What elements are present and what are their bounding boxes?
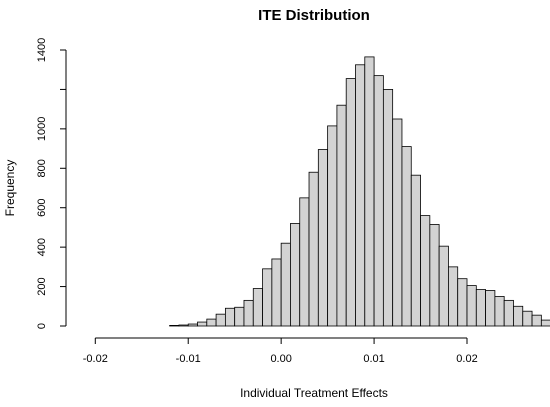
histogram-bar bbox=[271, 258, 282, 327]
x-tick-label: 0.02 bbox=[456, 353, 477, 365]
x-tick-label: -0.02 bbox=[83, 353, 108, 365]
x-axis-label: Individual Treatment Effects bbox=[240, 386, 388, 400]
y-tick-label: 1000 bbox=[36, 117, 48, 141]
histogram-bar bbox=[215, 313, 226, 327]
y-axis-label: Frequency bbox=[3, 160, 17, 217]
histogram-bar bbox=[234, 306, 245, 327]
histogram-bar bbox=[429, 224, 440, 327]
histogram-bar bbox=[252, 288, 263, 327]
histogram-bar bbox=[382, 89, 394, 327]
x-axis: -0.02 -0.01 0.00 0.01 0.02 bbox=[83, 337, 478, 365]
histogram-bar bbox=[410, 174, 421, 327]
histogram-bar bbox=[531, 314, 542, 327]
histogram-bar bbox=[169, 325, 180, 327]
y-tick-label: 0 bbox=[36, 323, 48, 329]
histogram-bar bbox=[308, 171, 319, 327]
histogram-bar bbox=[187, 323, 198, 327]
histogram-bar bbox=[364, 56, 375, 327]
histogram-bar bbox=[420, 215, 431, 327]
x-tick-label: 0.01 bbox=[363, 353, 384, 365]
y-tick-label: 600 bbox=[36, 199, 48, 217]
histogram-bar bbox=[262, 268, 273, 327]
y-tick-label: 1400 bbox=[36, 38, 48, 62]
histogram-bar bbox=[224, 307, 236, 327]
histogram-bar bbox=[448, 266, 459, 327]
x-tick-label: 0.00 bbox=[270, 353, 291, 365]
histogram-bar bbox=[466, 285, 477, 327]
histogram-bar bbox=[345, 78, 356, 327]
histogram-bar bbox=[299, 197, 310, 327]
y-tick-label: 400 bbox=[36, 238, 48, 256]
histogram-bar bbox=[290, 223, 301, 327]
histogram-bar bbox=[401, 146, 412, 327]
histogram-bar bbox=[373, 75, 384, 327]
histogram-bar bbox=[336, 104, 347, 327]
histogram-bar bbox=[522, 310, 533, 327]
histogram-bar bbox=[494, 296, 505, 327]
histogram-bar bbox=[392, 118, 403, 327]
histogram-bar bbox=[540, 319, 550, 327]
y-tick-label: 800 bbox=[36, 159, 48, 177]
x-tick-label: -0.01 bbox=[176, 353, 201, 365]
histogram-bar bbox=[327, 125, 338, 327]
histogram-bar bbox=[485, 290, 496, 327]
chart-title: ITE Distribution bbox=[258, 7, 370, 24]
histogram-bar bbox=[438, 245, 449, 327]
y-axis: 0 200 400 600 800 1000 1400 bbox=[36, 38, 67, 329]
histogram-bar bbox=[178, 324, 189, 327]
histogram-bar bbox=[513, 305, 524, 327]
histogram-bars bbox=[169, 56, 550, 327]
histogram-bar bbox=[197, 321, 208, 327]
histogram-bar bbox=[503, 299, 514, 327]
histogram-bar bbox=[355, 64, 366, 327]
histogram-bar bbox=[206, 318, 217, 327]
histogram-bar bbox=[243, 299, 254, 327]
histogram-bar bbox=[457, 278, 468, 327]
histogram-bar bbox=[475, 289, 486, 327]
y-tick-label: 200 bbox=[36, 277, 48, 295]
histogram-bar bbox=[317, 149, 329, 327]
histogram-bar bbox=[280, 242, 291, 327]
